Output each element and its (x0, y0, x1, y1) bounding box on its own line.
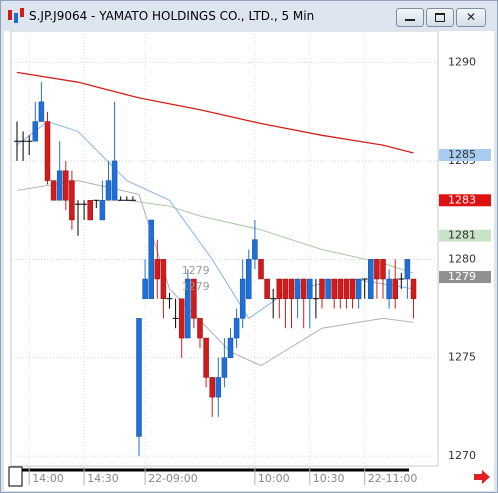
candle-body (404, 259, 411, 280)
candle-body (203, 337, 209, 378)
candle-body (258, 259, 264, 280)
candle-body (337, 278, 344, 299)
candle-body (111, 160, 118, 201)
candle-body (87, 200, 93, 221)
candle-body (410, 278, 417, 299)
candle-body (63, 170, 69, 201)
x-tick-label: 10:30 (313, 472, 345, 485)
chart: 1270 1275 1280 1285 1290 14:00 14:30 22-09:00 10… (4, 31, 494, 491)
candle-body (178, 298, 185, 339)
candle-body (136, 318, 142, 437)
candle-body (380, 259, 386, 280)
close-button[interactable]: ✕ (456, 8, 486, 27)
candle-body (239, 278, 246, 319)
candle-body (154, 259, 161, 280)
candle-body (374, 259, 380, 280)
candle-body (38, 101, 45, 122)
price-tag-label: 1283 (448, 193, 476, 206)
candle-body (386, 278, 392, 299)
candle-body (331, 278, 337, 299)
candle-body (264, 278, 270, 299)
x-tick-label: 10:00 (258, 472, 290, 485)
candle-body (191, 278, 197, 319)
candle-body (294, 278, 301, 299)
candle-body (32, 121, 39, 142)
candle-body (215, 377, 222, 398)
title-bar: S.JP.J9064 - YAMATO HOLDINGS CO., LTD., … (1, 1, 497, 31)
candle-body (160, 259, 167, 299)
price-tag (439, 229, 491, 242)
candle-body (343, 278, 350, 299)
candle-body (185, 278, 191, 339)
price-tag (439, 271, 491, 284)
candle-body (282, 278, 289, 299)
x-tick-label: 14:00 (32, 472, 64, 485)
candle-body (325, 278, 331, 299)
window-title: S.JP.J9064 - YAMATO HOLDINGS CO., LTD., … (29, 9, 315, 23)
candle-body (349, 278, 356, 299)
app-icon (8, 8, 24, 23)
candle-body (300, 278, 307, 299)
price-tag (439, 149, 491, 162)
x-tick-label: 22-09:00 (148, 472, 198, 485)
scroll-arrow (474, 470, 490, 484)
price-tag-label: 1285 (448, 148, 476, 161)
annotation: 1279 (182, 280, 210, 293)
x-tick-label: 14:30 (87, 472, 119, 485)
x-tick-label: 22-11:00 (368, 472, 418, 485)
candle-body (319, 278, 325, 299)
price-tag (439, 194, 491, 207)
scroll-box (8, 466, 23, 487)
y-tick-label: 1275 (448, 351, 476, 364)
candle-body (209, 377, 215, 398)
candle-body (142, 278, 148, 299)
annotation: 1279 (182, 264, 210, 277)
candle-body (69, 180, 75, 221)
candle-body (288, 278, 295, 299)
candle-body (307, 278, 313, 299)
candle-body (56, 170, 63, 201)
minimize-button[interactable] (396, 8, 424, 27)
candle-body (246, 259, 252, 299)
candle-body (233, 318, 240, 339)
y-tick-label: 1280 (448, 252, 476, 265)
candle-body (99, 200, 106, 221)
indicator-line (16, 180, 414, 367)
indicator-line (16, 71, 414, 154)
candle-body (148, 219, 154, 299)
candle-body (276, 278, 283, 299)
candle-body (252, 239, 258, 260)
candle-body (44, 121, 51, 181)
y-tick-label: 1270 (448, 449, 476, 462)
candle-body (50, 180, 57, 201)
maximize-button[interactable] (426, 8, 454, 27)
candle-body (368, 259, 374, 299)
candle-body (105, 180, 112, 201)
candle-body (355, 278, 362, 299)
y-tick-label: 1290 (448, 55, 476, 68)
candle-body (221, 357, 228, 378)
plot-border (10, 31, 439, 467)
candle-body (392, 278, 398, 299)
price-tag-label: 1279 (448, 270, 476, 283)
candle-body (197, 318, 203, 339)
price-tag-label: 1281 (448, 229, 476, 242)
candle-body (227, 337, 234, 358)
